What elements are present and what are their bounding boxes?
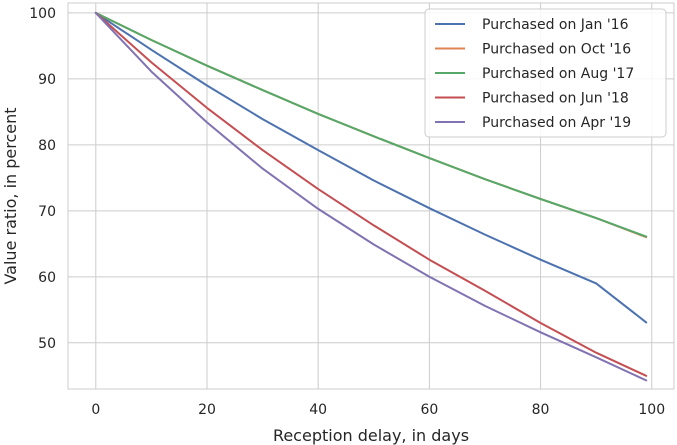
x-tick-label: 100 (638, 402, 665, 418)
y-tick-label: 90 (38, 72, 56, 88)
y-tick-label: 60 (38, 270, 56, 286)
legend-label-4: Purchased on Apr '19 (482, 115, 631, 131)
y-tick-label: 80 (38, 138, 56, 154)
legend-label-2: Purchased on Aug '17 (482, 66, 634, 82)
y-tick-label: 50 (38, 336, 56, 352)
x-axis-ticks: 0 20 40 60 80 100 (91, 402, 665, 418)
x-tick-label: 20 (198, 402, 216, 418)
series-line-3 (94, 11, 648, 377)
legend-box (424, 8, 667, 138)
x-tick-label: 60 (420, 402, 438, 418)
legend: Purchased on Jan '16 Purchased on Oct '16… (424, 8, 667, 138)
legend-label-1: Purchased on Oct '16 (482, 42, 631, 58)
x-tick-label: 80 (532, 402, 550, 418)
x-axis-label: Reception delay, in days (273, 426, 469, 445)
x-tick-label: 40 (309, 402, 327, 418)
y-axis-ticks: 50 60 70 80 90 100 (29, 6, 56, 352)
series-lines (94, 11, 648, 382)
x-tick-label: 0 (91, 402, 100, 418)
legend-label-0: Purchased on Jan '16 (482, 17, 629, 33)
legend-label-3: Purchased on Jun '18 (482, 91, 629, 107)
y-tick-label: 100 (29, 6, 56, 22)
y-tick-label: 70 (38, 204, 56, 220)
series-line-4 (94, 11, 648, 382)
y-axis-label: Value ratio, in percent (1, 107, 20, 284)
series-line-0 (94, 11, 648, 324)
plot-frame (67, 2, 675, 390)
series-line-2 (94, 11, 648, 238)
